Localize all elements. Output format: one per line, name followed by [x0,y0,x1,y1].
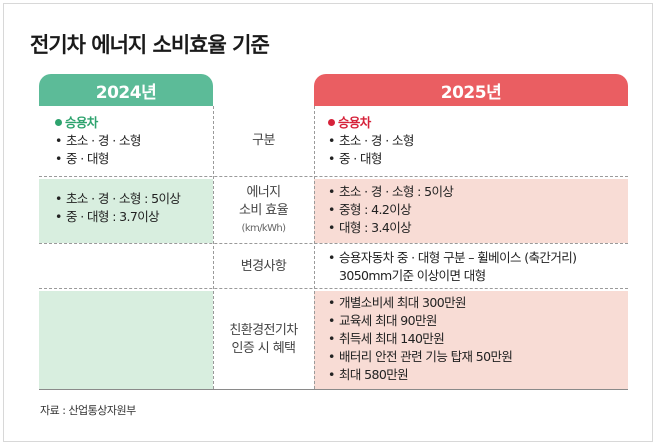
cell-2025-changes: 승용자동차 중 · 대형 구분 – 휠베이스 (축간거리) 3050mm기준 이… [314,246,628,288]
list-item: 개별소비세 최대 300만원 [328,294,628,312]
cell-2024-benefits [39,291,213,389]
source-note: 자료 : 산업통상자원부 [40,404,136,417]
efficiency-list-2025: 초소 · 경 · 소형 : 5이상 중형 : 4.2이상 대형 : 3.4이상 [328,183,628,237]
cell-2024-category: 승용차 초소 · 경 · 소형 중 · 대형 [39,106,213,176]
row-label-benefits: 친환경전기차 인증 시 혜택 [213,291,314,389]
row-label-efficiency: 에너지 소비 효율 (km/kWh) [213,179,314,243]
efficiency-label-line2: 소비 효율 [239,203,289,218]
category-heading-2025: 승용차 [328,114,628,132]
efficiency-list-2024: 초소 · 경 · 소형 : 5이상 중 · 대형 : 3.7이상 [55,190,213,226]
row-label-category: 구분 [252,133,275,148]
column-divider [314,106,315,389]
header-2024: 2024년 [39,74,213,106]
category-list-2024: 초소 · 경 · 소형 중 · 대형 [55,132,213,168]
changes-list-2025: 승용자동차 중 · 대형 구분 – 휠베이스 (축간거리) 3050mm기준 이… [328,249,620,285]
list-item: 초소 · 경 · 소형 : 5이상 [328,183,628,201]
list-item: 초소 · 경 · 소형 : 5이상 [55,190,213,208]
cell-2025-efficiency: 초소 · 경 · 소형 : 5이상 중형 : 4.2이상 대형 : 3.4이상 [314,179,628,243]
list-item: 승용자동차 중 · 대형 구분 – 휠베이스 (축간거리) 3050mm기준 이… [328,249,620,285]
header-2025: 2025년 [314,74,628,106]
bullet-dot-icon [55,119,62,126]
list-item: 초소 · 경 · 소형 [328,132,628,150]
list-item: 대형 : 3.4이상 [328,219,628,237]
list-item: 중형 : 4.2이상 [328,201,628,219]
page-title: 전기차 에너지 소비효율 기준 [30,33,270,57]
cell-2025-category: 승용차 초소 · 경 · 소형 중 · 대형 [314,106,628,176]
cell-2024-efficiency: 초소 · 경 · 소형 : 5이상 중 · 대형 : 3.7이상 [39,179,213,243]
benefits-list-2025: 개별소비세 최대 300만원 교육세 최대 90만원 취득세 최대 140만원 … [328,294,628,384]
list-item: 배터리 안전 관련 기능 탑재 50만원 [328,348,628,366]
category-heading-2024: 승용차 [55,114,213,132]
list-item: 취득세 최대 140만원 [328,330,628,348]
efficiency-label-line1: 에너지 [246,185,281,200]
row-divider [39,176,628,177]
list-item: 초소 · 경 · 소형 [55,132,213,150]
table-bottom-border [39,389,628,390]
efficiency-unit: (km/kWh) [241,223,287,234]
cell-2024-changes [39,246,213,288]
list-item: 중 · 대형 : 3.7이상 [55,208,213,226]
row-divider [39,243,628,244]
category-list-2025: 초소 · 경 · 소형 중 · 대형 [328,132,628,168]
column-divider [213,106,214,389]
frame [3,3,653,442]
list-item: 중 · 대형 [328,150,628,168]
benefits-label-line1: 친환경전기차 [229,323,298,338]
bullet-dot-icon [328,119,335,126]
list-item: 최대 580만원 [328,366,628,384]
row-label-changes: 변경사항 [240,259,287,274]
cell-2025-benefits: 개별소비세 최대 300만원 교육세 최대 90만원 취득세 최대 140만원 … [314,291,628,389]
list-item: 중 · 대형 [55,150,213,168]
list-item: 교육세 최대 90만원 [328,312,628,330]
row-divider [39,288,628,289]
benefits-label-line2: 인증 시 혜택 [231,341,296,356]
